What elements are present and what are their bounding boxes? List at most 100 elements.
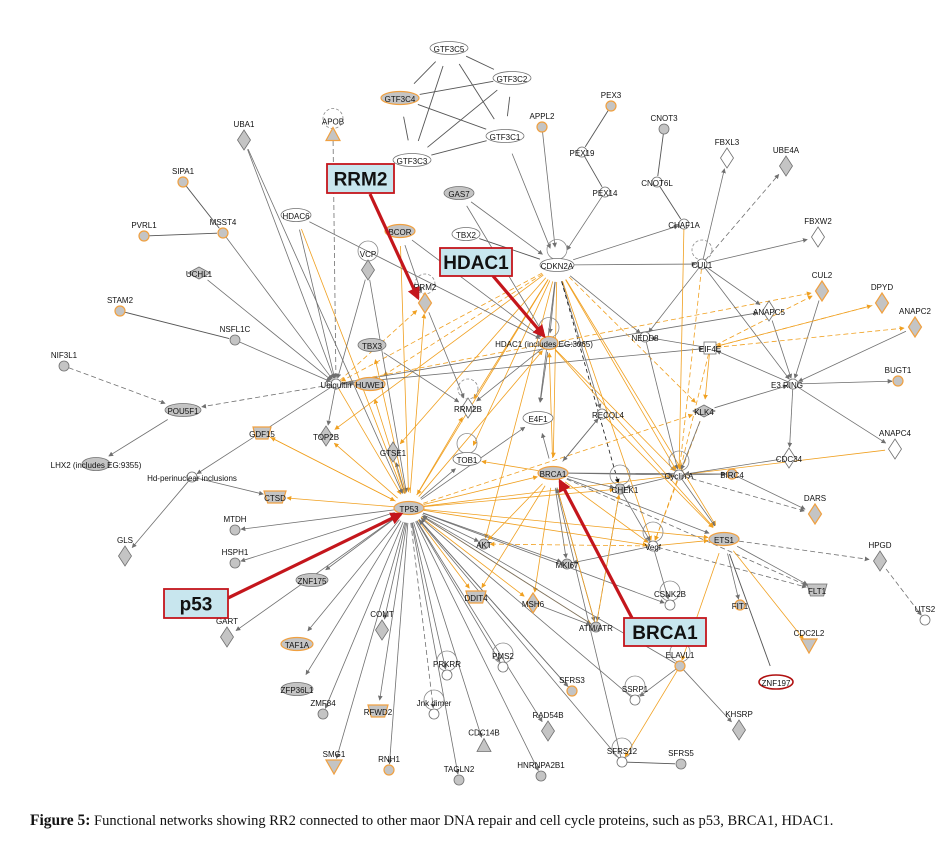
edge-tp53-ddit4 [417, 519, 470, 589]
edge-hdac6-ubiquitin [299, 229, 336, 379]
node-pvrl1[interactable]: PVRL1 [131, 221, 157, 242]
edge-ubiquitin-tp53 [338, 388, 402, 495]
node-dpyd[interactable]: DPYD [871, 283, 893, 315]
node-brca1n[interactable]: BRCA1 [537, 465, 569, 481]
node-sfrs3[interactable]: SFRS3 [559, 676, 585, 697]
edge-uba1-ubiquitin [247, 149, 335, 379]
node-znf197[interactable]: ZNF197 [758, 674, 794, 690]
node-rad54b[interactable]: RAD54B [532, 711, 564, 742]
node-cnot3[interactable]: CNOT3 [650, 114, 678, 135]
node-hpgd[interactable]: HPGD [868, 541, 892, 572]
node-lhx2[interactable]: LHX2 (includes EG:9355) [51, 457, 142, 471]
node-cdc14b[interactable]: CDC14B [468, 729, 500, 752]
edge-hdac6-hdac1inc [309, 221, 541, 339]
node-sipa1[interactable]: SIPA1 [172, 167, 195, 188]
node-chaf1a[interactable]: CHAF1A [668, 218, 700, 230]
node-gls[interactable]: GLS [117, 536, 133, 567]
node-tbx3[interactable]: TBX3 [357, 338, 387, 352]
edge-tp53-rrm2 [409, 313, 427, 494]
node-ube4a[interactable]: UBE4A [773, 146, 800, 177]
node-rrm2b[interactable]: RRM2B [454, 397, 482, 419]
node-cul1[interactable]: CUL1 [692, 258, 713, 270]
node-rfwd2[interactable]: RFWD2 [364, 704, 393, 718]
edge-msst4-ubiquitin [225, 236, 333, 380]
node-bugt1[interactable]: BUGT1 [885, 366, 912, 387]
edge-tp53-zfp36l1 [305, 520, 402, 675]
node-label-stam2: STAM2 [107, 296, 134, 305]
node-fbxw2[interactable]: FBXW2 [804, 217, 832, 248]
node-zfp36l1[interactable]: ZFP36L1 [281, 682, 314, 696]
node-pex3[interactable]: PEX3 [601, 91, 622, 112]
node-appl2[interactable]: APPL2 [530, 112, 555, 133]
node-tob1[interactable]: TOB1 [452, 452, 482, 466]
node-ddit4[interactable]: DDIT4 [464, 590, 488, 604]
node-tagln2[interactable]: TAGLN2 [444, 765, 475, 786]
node-anapc4[interactable]: ANAPC4 [879, 429, 912, 460]
edge-e3ring-cdc34 [787, 388, 794, 448]
node-flt1[interactable]: FLT1 [806, 583, 828, 597]
edge-tp53-smg1 [335, 522, 406, 759]
node-nif3l1[interactable]: NIF3L1 [51, 351, 78, 372]
node-gtf3c1[interactable]: GTF3C1 [485, 129, 525, 143]
node-rnh1[interactable]: RNH1 [378, 755, 400, 776]
node-cnot6l[interactable]: CNOT6L [641, 176, 673, 188]
node-smg1[interactable]: SMG1 [323, 750, 346, 776]
node-tbx2[interactable]: TBX2 [451, 227, 481, 241]
node-nsfl1c[interactable]: NSFL1C [220, 325, 251, 346]
node-uba1[interactable]: UBA1 [234, 120, 255, 151]
node-csnk2b[interactable]: CSNK2B [654, 590, 686, 611]
node-ets1[interactable]: ETS1 [708, 531, 740, 547]
node-tp53[interactable]: TP53 [393, 500, 425, 516]
node-gtf3c2[interactable]: GTF3C2 [492, 71, 532, 85]
node-huwe1[interactable]: HUWE1 [354, 376, 386, 392]
node-hdac6[interactable]: HDAC6 [280, 208, 312, 222]
edge-tp53-rnh1 [387, 522, 409, 765]
node-gas7[interactable]: GAS7 [443, 186, 475, 200]
node-gtf3c4[interactable]: GTF3C4 [380, 90, 420, 106]
edge-stam2-nsfl1c [124, 311, 230, 339]
node-taf1a[interactable]: TAF1A [280, 636, 314, 652]
node-uts2[interactable]: UTS2 [915, 605, 936, 626]
node-hnrnpa2b1[interactable]: HNRNPA2B1 [517, 761, 565, 782]
edge-brca1n-akt [487, 483, 543, 541]
node-mtdh[interactable]: MTDH [223, 515, 247, 536]
node-cyclina[interactable]: Cyclin A [665, 469, 695, 481]
node-fbxl3[interactable]: FBXL3 [715, 138, 740, 169]
edge-tp53-hnrnpa2b1 [415, 521, 539, 772]
node-e3ring[interactable]: E3 RING [771, 378, 803, 390]
node-klk4[interactable]: KLK4 [692, 404, 716, 418]
node-anapc5[interactable]: ANAPC5 [753, 300, 786, 322]
edge-tp53-hdac1inc [418, 350, 543, 497]
self-loop-cul1 [691, 239, 713, 261]
node-ctsd[interactable]: CTSD [263, 490, 287, 504]
node-apob[interactable]: APOB [322, 118, 344, 142]
node-gtf3c3[interactable]: GTF3C3 [392, 153, 432, 167]
edge-klk4-e3ring [714, 384, 788, 409]
node-vegf[interactable]: Vegf [645, 540, 662, 552]
node-msh6[interactable]: MSH6 [522, 591, 545, 615]
node-ubiquitin[interactable]: Ubiquitin [320, 378, 352, 390]
edge-bcor-tp53 [400, 245, 411, 493]
node-khsrp[interactable]: KHSRP [725, 710, 753, 741]
node-pex14[interactable]: PEX14 [593, 186, 618, 198]
node-zmf84[interactable]: ZMF84 [310, 699, 336, 720]
node-sfrs5[interactable]: SFRS5 [668, 749, 694, 770]
node-znf175[interactable]: ZNF175 [295, 573, 329, 587]
node-uchl1[interactable]: UCHL1 [186, 266, 213, 280]
node-gart[interactable]: GART [216, 617, 238, 648]
node-fit1[interactable]: FIT1 [732, 599, 749, 611]
edge-appl2-cdkn2a [542, 131, 557, 248]
node-label-sfrs5: SFRS5 [668, 749, 694, 758]
node-hsph1[interactable]: HSPH1 [222, 548, 249, 569]
node-pex19[interactable]: PEX19 [570, 146, 595, 158]
node-pou5f1[interactable]: POU5F1 [164, 403, 202, 417]
node-cul2[interactable]: CUL2 [812, 271, 833, 303]
node-e4f1[interactable]: E4F1 [522, 411, 554, 425]
node-dars[interactable]: DARS [804, 494, 826, 526]
node-jnkdimer[interactable]: Jnk dimer [417, 699, 452, 720]
node-cdc34[interactable]: CDC34 [776, 447, 803, 469]
node-comt[interactable]: COMT [370, 610, 394, 641]
node-gtf3c5[interactable]: GTF3C5 [429, 41, 469, 55]
node-hdperi[interactable]: Hd-perinuclear inclusions [147, 471, 237, 483]
node-cdkn2a[interactable]: CDKN2A [539, 258, 575, 272]
